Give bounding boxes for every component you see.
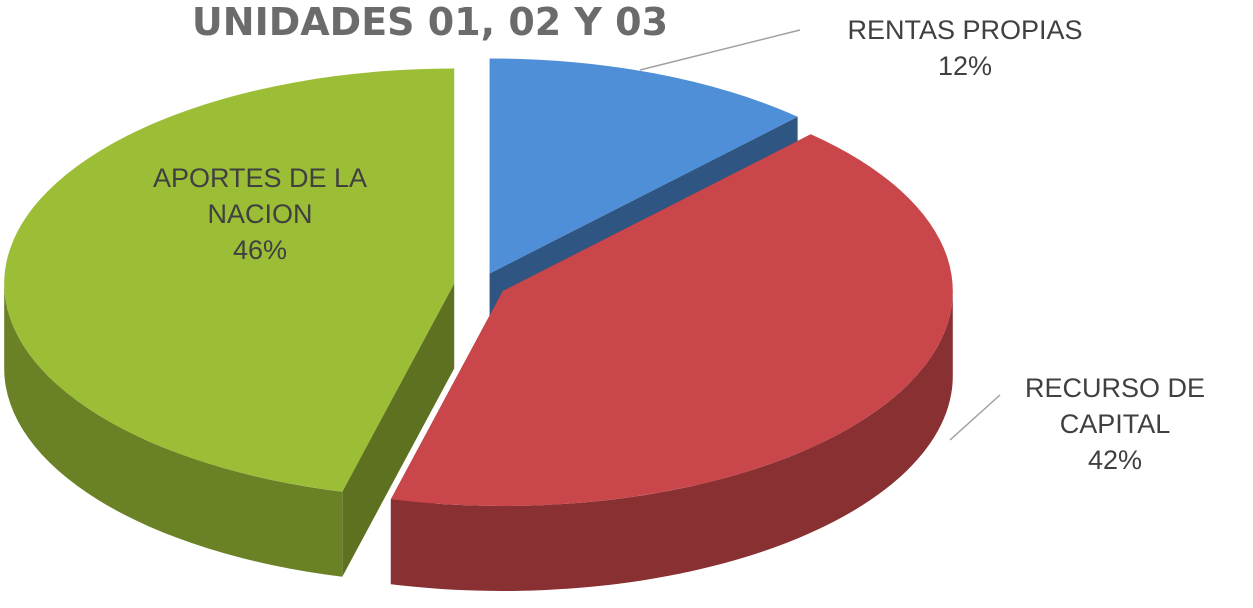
- chart-title: UNIDADES 01, 02 Y 03: [191, 0, 669, 44]
- tops: [4, 58, 953, 506]
- slice: [489, 58, 798, 274]
- slice-side: [390, 290, 953, 591]
- leader-line: [639, 29, 801, 71]
- leader-line: [949, 394, 1001, 441]
- value-label: 42%: [1087, 445, 1143, 475]
- category-label: APORTES DE LA NACION: [152, 163, 368, 229]
- value-label: 46%: [232, 235, 288, 265]
- slice-side: [4, 283, 343, 577]
- leaders: [639, 29, 1001, 441]
- data-label: APORTES DE LA NACION 46%: [105, 160, 415, 268]
- value-label: 12%: [937, 51, 993, 81]
- category-label: RENTAS PROPIAS: [847, 15, 1083, 45]
- slice-wall: [342, 283, 455, 577]
- slice: [4, 68, 455, 492]
- slice: [390, 134, 953, 506]
- sides: [4, 283, 953, 591]
- category-label: RECURSO DE CAPITAL: [1024, 373, 1206, 439]
- data-label: RECURSO DE CAPITAL 42%: [980, 370, 1250, 478]
- data-label: RENTAS PROPIAS 12%: [800, 12, 1130, 84]
